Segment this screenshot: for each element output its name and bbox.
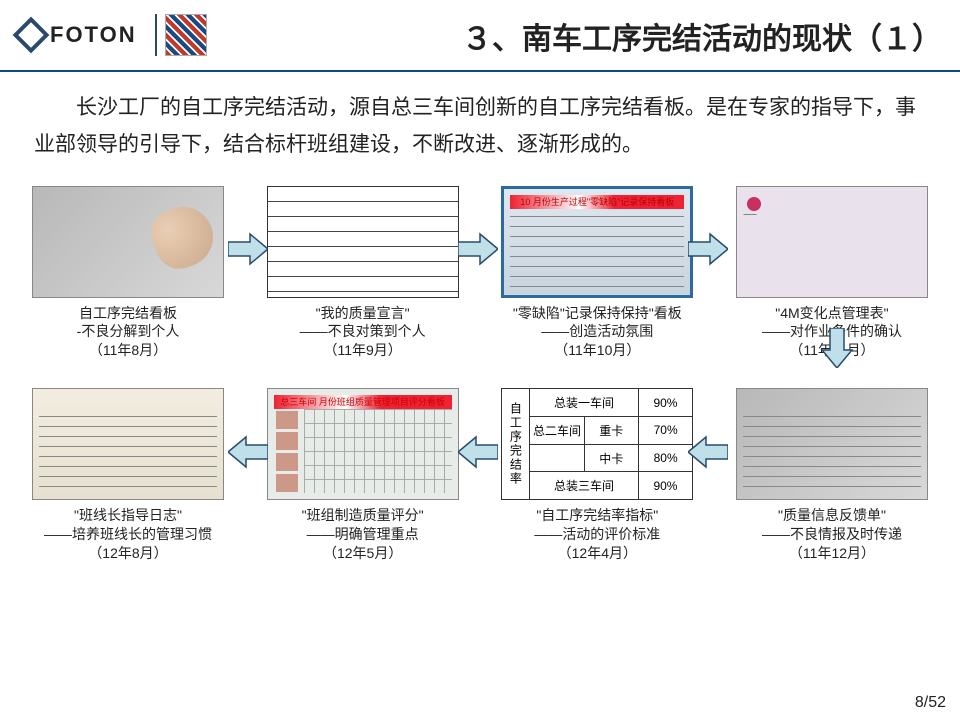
card-r2c3: 自工序完结率 总装一车间 90% 总二车间 重卡 70% 中卡 80% <box>497 388 697 563</box>
card-r1c2: 质 量 宣 言 "我的质量宣言" ——不良对策到个人 （11年9月） <box>263 186 463 361</box>
caption-r2c4: "质量信息反馈单" ——不良情报及时传递 （11年12月） <box>762 506 902 563</box>
arrow-left-icon <box>688 435 728 474</box>
caption-r1c2: "我的质量宣言" ——不良对策到个人 （11年9月） <box>300 304 426 361</box>
flow-row-1: 自工序完结看板 -不良分解到个人 （11年8月） 质 量 宣 言 "我的质量宣言… <box>20 186 940 361</box>
caption-r2c2: "班组制造质量评分" ——明确管理重点 （12年5月） <box>302 506 424 563</box>
brand-logo: FOTON <box>18 22 137 48</box>
card-r1c1: 自工序完结看板 -不良分解到个人 （11年8月） <box>28 186 228 361</box>
intro-paragraph: 长沙工厂的自工序完结活动，源自总三车间创新的自工序完结看板。是在专家的指导下，事… <box>0 72 960 172</box>
arrow-right-icon <box>688 232 728 271</box>
card-r1c3: 10 月份生产过程"零缺陷"记录保持看板 "零缺陷"记录保持保持"看板 ——创造… <box>497 186 697 361</box>
thumb-zero-defect-board: 10 月份生产过程"零缺陷"记录保持看板 <box>501 186 693 298</box>
arrow-left-icon <box>228 435 268 474</box>
thumb-feedback-sheet <box>736 388 928 500</box>
slide-header: FOTON ３、南车工序完结活动的现状（１） <box>0 0 960 72</box>
thumb-kanban-photo <box>32 186 224 298</box>
arrow-right-icon <box>458 232 498 271</box>
logo-diamond-icon <box>13 17 50 54</box>
arrow-left-icon <box>458 435 498 474</box>
timeline-flow: 自工序完结看板 -不良分解到个人 （11年8月） 质 量 宣 言 "我的质量宣言… <box>0 186 960 563</box>
caption-r2c1: "班线长指导日志" ——培养班线长的管理习惯 （12年8月） <box>44 506 212 563</box>
card-r2c2: 总三车间 月份班组质量管理项目评分看板 "班组制造质量评分" ——明确管理重点 … <box>263 388 463 563</box>
thumb-leader-log <box>32 388 224 500</box>
arrow-down-icon <box>820 328 854 373</box>
thumb-4m-sheet <box>736 186 928 298</box>
caption-r1c1: 自工序完结看板 -不良分解到个人 （11年8月） <box>77 304 180 361</box>
flow-row-2: "班线长指导日志" ——培养班线长的管理习惯 （12年8月） 总三车间 月份班组… <box>20 388 940 563</box>
brand-text: FOTON <box>50 22 137 48</box>
caption-r1c3: "零缺陷"记录保持保持"看板 ——创造活动氛围 （11年10月） <box>513 304 682 361</box>
arrow-right-icon <box>228 232 268 271</box>
page-number: 8/52 <box>915 694 946 712</box>
score-banner: 总三车间 月份班组质量管理项目评分看板 <box>274 395 452 409</box>
card-r2c1: "班线长指导日志" ——培养班线长的管理习惯 （12年8月） <box>28 388 228 563</box>
form-title: 质 量 宣 言 <box>268 186 458 189</box>
slide-title: ３、南车工序完结活动的现状（１） <box>462 14 942 58</box>
qr-code-icon <box>165 14 207 56</box>
header-divider <box>155 14 157 56</box>
rate-table-side: 自工序完结率 <box>502 389 530 499</box>
thumb-score-board: 总三车间 月份班组质量管理项目评分看板 <box>267 388 459 500</box>
board-banner: 10 月份生产过程"零缺陷"记录保持看板 <box>510 195 684 209</box>
thumb-rate-table: 自工序完结率 总装一车间 90% 总二车间 重卡 70% 中卡 80% <box>501 388 693 500</box>
rate-table-body: 总装一车间 90% 总二车间 重卡 70% 中卡 80% 总装三车间 <box>530 389 692 499</box>
thumb-quality-form: 质 量 宣 言 <box>267 186 459 298</box>
caption-r2c3: "自工序完结率指标" ——活动的评价标准 （12年4月） <box>534 506 660 563</box>
card-r2c4: "质量信息反馈单" ——不良情报及时传递 （11年12月） <box>732 388 932 563</box>
avatar-column <box>276 409 300 493</box>
